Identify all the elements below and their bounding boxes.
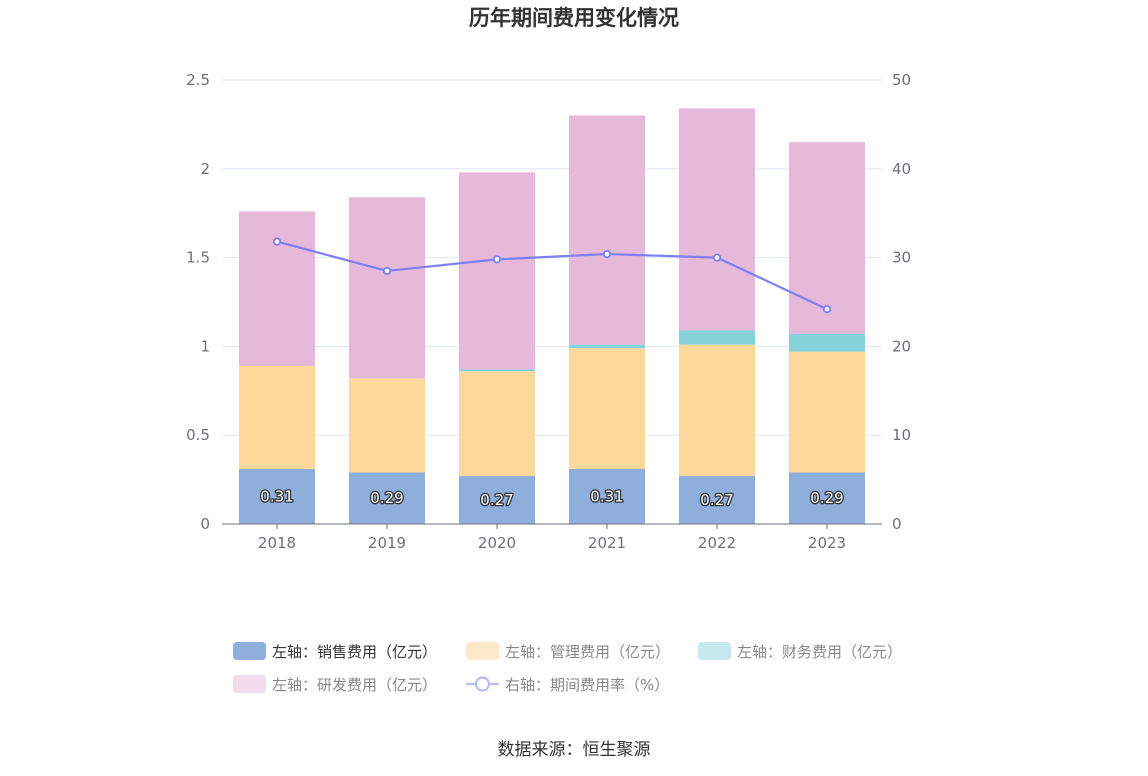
bar-segment-1 [789,351,865,473]
bar-labels: 0.31 0.29 0.27 0.31 0.27 0.29 [259,486,845,510]
bar-segment-2 [459,369,535,372]
x-tick-label: 2018 [258,534,296,552]
expense-rate-point [822,305,832,314]
bar-segment-3 [679,108,755,331]
bar-segment-3 [349,197,425,379]
legend-label: 左轴：研发费用（亿元） [272,676,437,694]
x-tick-label: 2019 [368,534,406,552]
bar-data-label: 0.27 [700,491,733,509]
x-tick-label: 2022 [698,534,736,552]
left-tick-label: 2.5 [186,71,210,89]
bar-segment-0 [349,472,425,524]
expense-rate-point [272,237,282,246]
legend-label: 左轴：财务费用（亿元） [737,643,902,661]
left-y-axis: 0 0.5 1 1.5 2 2.5 [186,71,210,533]
right-tick-label: 20 [892,337,911,355]
bar-segment-3 [569,115,645,345]
bar-segment-1 [239,365,315,469]
legend-item: 左轴：财务费用（亿元） [698,642,902,661]
bar-segment-0 [789,472,865,524]
legend-item: 右轴：期间费用率（%） [466,676,669,694]
bar-segment-3 [239,211,315,366]
expense-rate-point [712,253,722,262]
left-tick-label: 0.5 [186,426,210,444]
bar-segment-0 [239,468,315,524]
right-tick-label: 40 [892,160,911,178]
expense-rate-point [492,255,502,264]
legend-swatch [233,675,266,693]
legend-swatch [233,642,266,660]
bar-data-label: 0.31 [260,487,293,505]
bar-segment-3 [789,142,865,334]
left-tick-label: 1 [200,337,210,355]
expense-rate-polyline [276,240,828,311]
bar-segment-0 [569,468,645,524]
legend-label: 左轴：管理费用（亿元） [505,643,670,661]
left-tick-label: 2 [200,160,210,178]
right-tick-label: 50 [892,71,911,89]
bar-segment-2 [569,344,645,349]
bar-segment-0 [459,476,535,524]
bar-segment-2 [679,330,755,345]
bar-data-label: 0.29 [810,489,843,507]
bar-segment-0 [679,476,755,524]
expense-rate-point [602,249,612,259]
chart-title: 历年期间费用变化情况 [469,6,679,30]
right-tick-label: 30 [892,249,911,267]
right-tick-label: 0 [892,515,902,533]
bar-segment-1 [349,378,425,473]
bar-segment-3 [459,172,535,370]
bar-segment-1 [569,348,645,469]
x-tick-label: 2023 [808,534,846,552]
bar-data-label: 0.31 [590,487,623,505]
right-tick-label: 10 [892,426,911,444]
legend-item: 左轴：管理费用（亿元） [466,642,670,661]
x-axis: 2018 2019 2020 2021 2022 2023 [222,523,882,552]
bar-segment-1 [679,344,755,477]
expense-rate-point [382,266,392,276]
legend: 左轴：销售费用（亿元） 左轴：管理费用（亿元） 左轴：财务费用（亿元） 左轴：研发费用… [233,642,902,694]
expense-rate-line [272,237,832,314]
stacked-bars [239,108,865,524]
legend-swatch [698,642,731,660]
bar-segment-1 [459,371,535,477]
left-tick-label: 1.5 [186,249,210,267]
legend-line-marker [474,676,491,692]
legend-label: 左轴：销售费用（亿元） [272,643,437,661]
legend-item: 左轴：研发费用（亿元） [233,675,437,694]
source-text: 数据来源：恒生聚源 [498,740,651,760]
bar-data-label: 0.27 [480,491,513,509]
x-tick-label: 2021 [588,534,626,552]
x-tick-label: 2020 [478,534,516,552]
left-tick-label: 0 [200,515,210,533]
legend-item: 左轴：销售费用（亿元） [233,642,437,661]
bar-data-label: 0.29 [370,489,403,507]
bar-segment-2 [789,333,865,352]
legend-label: 右轴：期间费用率（%） [505,676,669,694]
right-y-axis: 0 10 20 30 40 50 [892,71,911,533]
legend-swatch [466,642,499,660]
